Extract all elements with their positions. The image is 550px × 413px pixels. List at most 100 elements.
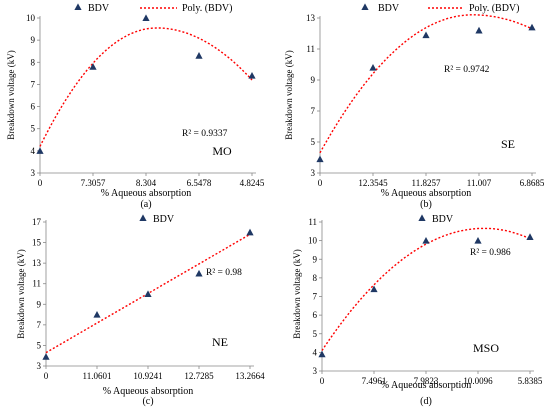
x-tick-label: 0	[318, 178, 323, 188]
x-tick-label: 5.8385	[518, 376, 543, 386]
panel-label: (b)	[420, 199, 432, 210]
y-tick-label: 11	[308, 217, 317, 227]
r-squared-label: R² = 0.9742	[444, 65, 490, 75]
data-point	[316, 155, 324, 163]
y-tick-label: 13	[306, 13, 316, 23]
y-tick-label: 7	[311, 106, 316, 116]
x-tick-label: 0	[320, 376, 325, 386]
y-tick-label: 5	[31, 124, 36, 134]
x-tick-label: 7.4961	[362, 376, 387, 386]
data-point	[195, 52, 203, 59]
x-axis-label: % Aqueous absorption	[381, 380, 472, 391]
oil-type-label: MSO	[473, 341, 499, 355]
x-tick-label: 6.8685	[520, 178, 545, 188]
y-axis-label: Breakdown voltage (kV)	[284, 50, 294, 139]
data-point	[528, 23, 536, 31]
trendline	[319, 14, 533, 154]
y-tick-label: 6	[313, 310, 318, 320]
y-tick-label: 5	[311, 137, 316, 147]
x-tick-label: 10.9241	[133, 371, 162, 381]
data-point	[422, 31, 430, 39]
x-tick-label: 10.0096	[463, 376, 493, 386]
data-point	[526, 233, 534, 240]
y-tick-label: 4	[313, 347, 318, 357]
x-tick-label: 11.007	[467, 178, 492, 188]
x-tick-label: 7.9823	[414, 376, 439, 386]
y-tick-label: 13	[32, 258, 42, 268]
data-point	[42, 353, 50, 360]
x-tick-label: 12.3545	[358, 178, 388, 188]
legend-label: BDV	[88, 3, 110, 14]
legend-trend-label: Poly. (BDV)	[182, 3, 232, 14]
x-tick-label: 4.8245	[240, 178, 265, 188]
chart-panel-1: 3 4 5 6 7 8 9 10 0 7.3057 8.304 6.5478 4.8245 % Aqueo…	[6, 3, 265, 210]
data-point	[93, 310, 101, 318]
y-axis-label: Breakdown voltage (kV)	[16, 249, 26, 338]
chart-panel-4: 3 4 5 6 7 8 9 10 11 0 7.4961 7.9823 10.0096 5.8385 % A…	[292, 214, 543, 407]
y-axis-label: Breakdown voltage (kV)	[6, 50, 16, 139]
oil-type-label: NE	[212, 335, 228, 349]
legend-trend-label: Poly. (BDV)	[469, 3, 519, 14]
trendline	[321, 227, 531, 351]
legend-marker	[361, 3, 369, 11]
y-tick-label: 3	[31, 168, 36, 178]
legend-marker	[418, 214, 426, 222]
data-point	[422, 237, 430, 244]
r-squared-label: R² = 0.9337	[182, 129, 228, 139]
x-axis-label: % Aqueous absorption	[103, 386, 194, 397]
y-tick-label: 9	[31, 35, 36, 45]
y-tick-label: 3	[313, 366, 318, 376]
y-tick-label: 5	[37, 340, 42, 350]
y-tick-label: 8	[313, 273, 318, 283]
legend-label: BDV	[378, 3, 400, 14]
y-tick-label: 17	[32, 217, 42, 227]
y-tick-label: 10	[26, 13, 36, 23]
y-tick-label: 3	[37, 361, 42, 371]
data-point	[474, 237, 482, 244]
x-axis-label: % Aqueous absorption	[101, 188, 192, 199]
x-tick-label: 11.0601	[83, 371, 112, 381]
x-tick-label: 8.304	[136, 178, 157, 188]
r-squared-label: R² = 0.986	[470, 248, 511, 258]
x-tick-label: 6.5478	[187, 178, 212, 188]
data-point	[195, 269, 203, 277]
legend-label: BDV	[432, 214, 454, 225]
y-tick-label: 10	[308, 236, 318, 246]
y-tick-label: 9	[37, 299, 42, 309]
x-tick-label: 12.7285	[184, 371, 214, 381]
oil-type-label: SE	[501, 137, 515, 151]
y-tick-label: 5	[313, 329, 318, 339]
y-tick-label: 9	[313, 254, 318, 264]
legend-marker	[74, 3, 82, 11]
panel-label: (c)	[142, 396, 153, 407]
x-tick-label: 7.3057	[81, 178, 106, 188]
data-point	[369, 64, 377, 71]
data-point	[142, 14, 150, 22]
y-tick-label: 9	[311, 75, 316, 85]
r-squared-label: R² = 0.98	[206, 268, 242, 278]
data-point	[475, 26, 483, 34]
x-tick-label: 13.2664	[235, 371, 265, 381]
legend-label: BDV	[153, 214, 175, 225]
y-tick-label: 6	[31, 102, 36, 112]
x-tick-label: 0	[44, 371, 49, 381]
legend-marker	[139, 214, 147, 222]
oil-type-label: MO	[212, 144, 232, 158]
data-point	[36, 147, 44, 154]
y-tick-label: 7	[313, 292, 318, 302]
y-axis-label: Breakdown voltage (kV)	[292, 249, 302, 338]
panel-label: (a)	[140, 199, 151, 210]
data-point	[89, 63, 97, 70]
x-axis-label: % Aqueous absorption	[381, 188, 472, 199]
chart-panel-3: 3 5 7 9 11 13 15 17 0 11.0601 10.9241 12.7285 13.266…	[16, 214, 265, 407]
data-point	[248, 71, 256, 79]
data-point	[246, 228, 254, 236]
chart-panel-2: 3 5 7 9 11 13 0 12.3545 11.8257 11.007 6.8685 % Aqu…	[284, 3, 545, 210]
x-tick-label: 0	[38, 178, 43, 188]
y-tick-label: 4	[31, 146, 36, 156]
data-point	[370, 285, 378, 293]
y-tick-label: 11	[32, 279, 41, 289]
x-tick-label: 11.8257	[412, 178, 441, 188]
y-tick-label: 8	[31, 57, 36, 67]
